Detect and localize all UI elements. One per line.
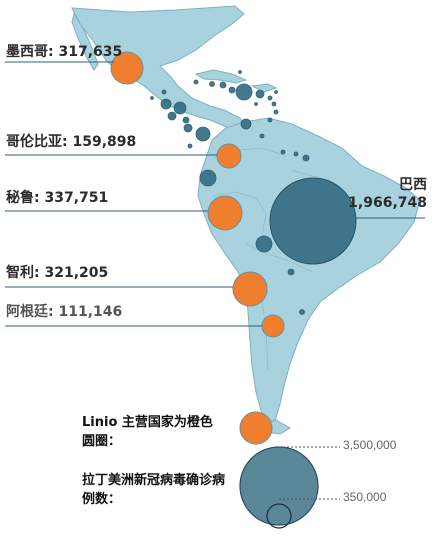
- case-bubble-haiti: [228, 86, 236, 94]
- label-brazil-value: 1,966,748: [348, 195, 427, 211]
- case-bubble-suriname: [293, 151, 299, 157]
- land-cuba: [194, 69, 248, 84]
- legend-small-case-circle-icon: [266, 503, 292, 529]
- land-hispaniola: [250, 83, 278, 93]
- land-baja-california: [71, 12, 99, 71]
- label-argentina: 阿根廷: 111,146: [6, 304, 123, 320]
- host-bubble-chile: [232, 271, 268, 307]
- legend-value-large: 3,500,000: [343, 438, 397, 452]
- case-bubble-dominican-republic: [235, 83, 253, 101]
- case-bubble-costa-rica: [183, 123, 193, 133]
- land-south-america: [197, 117, 421, 429]
- case-bubble-nicaragua: [182, 116, 190, 124]
- legend-value-small: 350,000: [343, 490, 387, 504]
- legend-hosts-title: Linio 主营国家为橙色圆圈：: [82, 415, 213, 449]
- host-bubble-colombia: [216, 143, 242, 169]
- host-bubble-mexico: [110, 51, 144, 85]
- case-bubble-guatemala: [160, 98, 172, 110]
- leader-lines: [5, 61, 425, 327]
- case-bubble-uruguay: [299, 309, 305, 315]
- case-bubble-panama: [195, 126, 211, 142]
- legend-large-case-circle-icon: [239, 446, 319, 526]
- label-mexico: 墨西哥: 317,635: [6, 44, 123, 60]
- legend-host-circle-icon: [239, 411, 273, 445]
- case-bubble-venezuela: [240, 118, 252, 130]
- case-bubble-guyana: [280, 149, 286, 155]
- case-bubble-honduras: [173, 101, 187, 115]
- land-mexico-central-america: [71, 5, 247, 133]
- label-chile: 智利: 321,205: [6, 265, 109, 281]
- legend-cases-title: 拉丁美洲新冠病毒确诊病例数：: [82, 473, 226, 507]
- case-bubble-trinidad: [259, 133, 265, 139]
- case-bubble-el-salvador: [167, 111, 177, 121]
- label-peru: 秘鲁: 337,751: [6, 190, 109, 206]
- case-bubble-bolivia: [255, 235, 273, 253]
- case-bubble-french-guiana: [302, 154, 310, 162]
- host-bubble-argentina: [261, 314, 285, 338]
- host-bubble-peru: [207, 195, 243, 231]
- label-colombia: 哥伦比亚: 159,898: [6, 134, 137, 150]
- case-bubble-ecuador: [199, 169, 217, 187]
- case-bubble-puerto-rico: [255, 89, 265, 99]
- label-brazil-name: 巴西: [399, 177, 427, 193]
- case-bubble-cuba: [219, 81, 227, 89]
- case-bubbles-small: [150, 70, 310, 315]
- case-bubble-paraguay: [287, 268, 295, 276]
- case-bubble-brazil: [269, 177, 357, 265]
